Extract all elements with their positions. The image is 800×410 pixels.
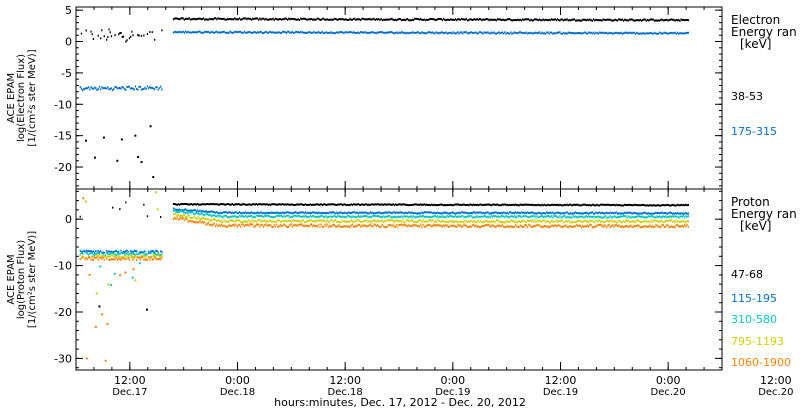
x-tick-time-label: 12:00 <box>545 374 577 387</box>
electron-legend-title: [keV] <box>740 37 771 51</box>
proton-series-1060-1900-point <box>104 359 107 362</box>
proton-series-47-68-points <box>172 202 689 207</box>
x-tick-time-label: 0:00 <box>656 374 681 387</box>
proton-series-795-1193-point <box>84 200 87 203</box>
proton-series-1060-1900-point <box>94 325 97 328</box>
proton-series-1060-1900-point <box>85 357 88 360</box>
proton-series-795-1193-point <box>95 292 98 295</box>
proton-series-115-195-points <box>172 207 689 215</box>
proton-series-47-68-point <box>98 305 101 308</box>
proton-y-axis-label: log(Proton Flux) <box>16 240 27 319</box>
x-tick-date-label: Dec.17 <box>112 387 147 398</box>
proton-series-795-1193-point <box>156 208 159 211</box>
proton-legend-310-580: 310-580 <box>731 313 777 326</box>
electron-panel-frame <box>75 6 723 190</box>
proton-series-1060-1900-point <box>82 197 85 200</box>
proton-series-795-1193-points <box>172 212 689 224</box>
proton-series-310-580-point <box>99 265 102 268</box>
proton-legend-1060-1900: 1060-1900 <box>731 356 791 369</box>
proton-series-310-580-points <box>172 209 689 219</box>
electron-series-38-53-point <box>102 136 105 139</box>
electron-series-38-53-point <box>152 176 155 179</box>
electron-series-38-53-point <box>149 125 152 128</box>
proton-series-1060-1900-point <box>119 274 122 277</box>
x-tick-date-label: Dec.20 <box>651 387 686 398</box>
proton-series-1060-1900-point <box>101 313 104 316</box>
x-tick-time-label: 12:00 <box>760 374 792 387</box>
electron-legend-175-315: 175-315 <box>731 125 777 138</box>
proton-series-47-68-point <box>145 308 148 311</box>
x-tick-time-label: 12:00 <box>329 374 361 387</box>
proton-y-tick-label: -30 <box>54 352 72 365</box>
electron-series-38-53-point <box>120 138 123 141</box>
electron-y-axis-label: ACE EPAM <box>6 73 17 123</box>
electron-y-tick-label: -20 <box>54 161 72 174</box>
electron-series-38-53-point <box>116 159 119 162</box>
proton-series-1060-1900-points <box>79 256 163 261</box>
electron-series-38-53-point <box>140 161 143 164</box>
electron-series-175-315-points <box>79 85 163 92</box>
proton-legend-47-68: 47-68 <box>731 268 763 281</box>
proton-series-1060-1900-point <box>106 323 109 326</box>
electron-y-tick-label: -15 <box>54 130 72 143</box>
electron-y-tick-label: 5 <box>65 4 72 17</box>
x-tick-date-label: Dec.18 <box>328 387 363 398</box>
x-axis-label: hours:minutes, Dec. 17, 2012 - Dec. 20, … <box>274 396 526 409</box>
proton-series-1060-1900-point <box>132 268 135 271</box>
x-tick-time-label: 0:00 <box>440 374 465 387</box>
proton-y-axis-label: [1/(cm²s ster MeV)] <box>27 231 38 328</box>
proton-series-47-68-points <box>79 201 162 218</box>
proton-series-795-1193-point <box>107 283 110 286</box>
electron-series-38-53-point <box>84 139 87 142</box>
electron-y-tick-label: -5 <box>61 67 72 80</box>
x-tick-time-label: 0:00 <box>225 374 250 387</box>
proton-series-1060-1900-point <box>124 271 127 274</box>
x-tick-date-label: Dec.19 <box>543 387 578 398</box>
electron-series-38-53-point <box>134 134 137 137</box>
electron-series-38-53-point <box>93 156 96 159</box>
proton-series-310-580-point <box>131 276 134 279</box>
x-tick-date-label: Dec.19 <box>435 387 470 398</box>
proton-legend-title: [keV] <box>740 219 771 233</box>
electron-series-175-315-points <box>172 30 689 35</box>
proton-series-795-1193-point <box>154 191 157 194</box>
proton-series-310-580-point <box>113 272 116 275</box>
electron-y-tick-label: -10 <box>54 98 72 111</box>
proton-y-axis-label: ACE EPAM <box>6 254 17 304</box>
proton-series-310-580-point <box>110 284 113 287</box>
electron-y-tick-label: 0 <box>65 36 72 49</box>
proton-series-1060-1900-point <box>88 273 91 276</box>
proton-series-1060-1900-points <box>172 216 689 229</box>
electron-y-axis-label: [1/(cm²s ster MeV)] <box>27 49 38 146</box>
electron-legend-title: Energy ran <box>731 25 797 39</box>
electron-y-axis-label: log(Electron Flux) <box>16 54 27 142</box>
proton-y-tick-label: -10 <box>54 260 72 273</box>
electron-legend-title: Electron <box>731 13 780 27</box>
electron-series-38-53-points <box>172 17 689 22</box>
proton-legend-title: Proton <box>731 195 770 209</box>
proton-series-310-580-point <box>138 262 141 265</box>
proton-legend-115-195: 115-195 <box>731 292 777 305</box>
proton-y-tick-label: -20 <box>54 306 72 319</box>
x-tick-date-label: Dec.18 <box>220 387 255 398</box>
proton-y-tick-label: 0 <box>65 213 72 226</box>
x-tick-date-label: Dec.20 <box>758 387 793 398</box>
proton-legend-title: Energy ran <box>731 207 797 221</box>
electron-series-38-53-points <box>80 28 163 43</box>
proton-legend-795-1193: 795-1193 <box>731 335 784 348</box>
x-tick-time-label: 12:00 <box>114 374 146 387</box>
proton-series-795-1193-point <box>134 279 137 282</box>
electron-series-38-53-point <box>137 155 140 158</box>
electron-legend-38-53: 38-53 <box>731 90 763 103</box>
